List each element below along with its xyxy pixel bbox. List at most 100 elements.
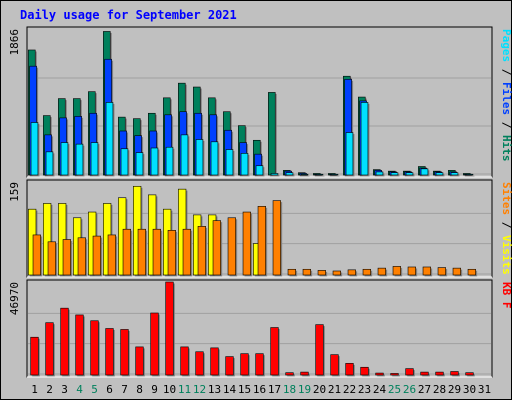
- bar-sites-day-9-fill: [152, 228, 161, 276]
- bar-sites-day-30-fill: [467, 268, 476, 276]
- bar-pages-day-28-shadow: [437, 174, 445, 177]
- bar-sites-day-20-fill: [317, 270, 326, 276]
- bar-sites-day-10: [167, 230, 178, 277]
- legend-item: /: [500, 215, 512, 235]
- bar-sites-day-5-fill: [92, 235, 101, 276]
- bar-kb-f-day-13: [210, 347, 220, 377]
- bar-sites-day-21-fill: [332, 270, 341, 276]
- bar-kb-f-day-29: [450, 371, 460, 377]
- bar-pages-day-5: [90, 142, 100, 177]
- bar-kb-f-day-9-fill: [150, 312, 159, 376]
- bar-sites-day-28-fill: [437, 267, 446, 276]
- bar-kb-f-day-25-fill: [390, 373, 399, 376]
- bar-pages-day-19: [300, 173, 310, 177]
- bar-kb-f-day-1: [30, 336, 40, 377]
- bar-pages-day-17-shadow: [272, 174, 280, 177]
- bar-visits-day-2: [43, 203, 53, 277]
- bar-pages-day-16-fill: [255, 165, 264, 176]
- bar-sites-day-19-fill: [302, 268, 311, 276]
- bar-pages-day-22: [345, 132, 355, 177]
- x-tick-label: 25: [388, 383, 401, 396]
- x-tick-label: 6: [106, 383, 113, 396]
- bar-kb-f-day-23-fill: [360, 366, 369, 376]
- bar-kb-f-day-16: [255, 353, 265, 377]
- bar-kb-f-day-9: [150, 312, 160, 377]
- x-tick-label: 8: [136, 383, 143, 396]
- bar-kb-f-day-11-fill: [180, 346, 189, 376]
- bar-kb-f-day-22: [345, 363, 355, 377]
- x-axis-labels: 1 2 3 4 5 6 7 8 9 10 11 12 13 14 15 16 17 18 19 20 21 22 23 24 2…: [31, 383, 491, 396]
- bar-pages-day-20-shadow: [317, 175, 325, 177]
- bar-pages-day-2-fill: [45, 151, 54, 176]
- bar-sites-day-30: [467, 268, 478, 277]
- legend-item: Visits: [500, 235, 512, 275]
- bar-kb-f-day-3: [60, 307, 70, 377]
- bar-pages-day-6: [105, 102, 115, 177]
- bar-pages-day-28: [435, 172, 445, 177]
- bar-kb-f-day-7: [120, 329, 130, 377]
- bar-sites-day-18: [287, 268, 298, 277]
- bar-kb-f-day-19: [300, 371, 310, 377]
- bar-pages-day-22-fill: [345, 132, 354, 176]
- x-tick-label: 21: [328, 383, 341, 396]
- bar-pages-day-1-fill: [30, 122, 39, 176]
- x-tick-label: 29: [448, 383, 461, 396]
- bar-pages-day-20-fill: [315, 173, 324, 176]
- legend-item: Files: [500, 82, 512, 115]
- bar-sites-day-29-fill: [452, 267, 461, 276]
- bar-pages-day-21-shadow: [332, 175, 340, 177]
- bar-sites-day-6: [107, 234, 118, 277]
- bar-pages-day-4: [75, 143, 85, 177]
- bar-kb-f-day-18-shadow: [287, 374, 295, 377]
- bar-sites-day-12-fill: [197, 226, 206, 276]
- bar-kb-f-day-25-shadow: [392, 374, 400, 377]
- bar-pages-day-7: [120, 148, 130, 177]
- bar-kb-f-day-25: [390, 373, 400, 377]
- bar-kb-f-day-15: [240, 353, 250, 377]
- bar-pages-day-24-fill: [375, 171, 384, 176]
- x-tick-label: 15: [238, 383, 251, 396]
- bar-pages-day-8: [135, 152, 145, 177]
- bar-pages-day-19-fill: [300, 173, 309, 176]
- bar-pages-day-3-fill: [60, 142, 69, 176]
- bar-kb-f-day-26-fill: [405, 368, 414, 376]
- legend-item: Hits: [500, 135, 512, 162]
- bar-sites-day-28: [437, 267, 448, 277]
- bar-pages-day-5-fill: [90, 142, 99, 176]
- x-tick-label: 18: [283, 383, 296, 396]
- bar-pages-day-19-shadow: [302, 175, 310, 177]
- bar-sites-day-20: [317, 270, 328, 277]
- x-tick-label: 12: [193, 383, 206, 396]
- legend-text: KB F: [500, 282, 512, 309]
- x-tick-label: 9: [151, 383, 158, 396]
- bar-pages-day-12-fill: [195, 139, 204, 176]
- bar-pages-day-17-fill: [270, 173, 279, 176]
- bar-kb-f-day-23: [360, 366, 370, 377]
- bar-kb-f-day-20: [315, 324, 325, 377]
- bar-pages-day-6-fill: [105, 102, 114, 176]
- bar-kb-f-day-21: [330, 354, 340, 377]
- x-tick-label: 19: [298, 383, 311, 396]
- bar-sites-day-14: [227, 217, 238, 277]
- legend-item: /: [500, 62, 512, 82]
- bar-sites-day-24: [377, 267, 388, 277]
- bar-pages-day-27-fill: [420, 168, 429, 176]
- legend-item: KB F: [500, 282, 512, 309]
- bar-sites-day-24-fill: [377, 267, 386, 276]
- x-tick-label: 30: [463, 383, 476, 396]
- x-tick-label: 17: [268, 383, 281, 396]
- bar-sites-day-10-fill: [167, 230, 176, 276]
- bar-kb-f-day-17: [270, 327, 280, 377]
- bar-kb-f-day-3-fill: [60, 307, 69, 376]
- bar-kb-f-day-8: [135, 346, 145, 377]
- bar-pages-day-30: [465, 173, 475, 177]
- bar-pages-day-4-fill: [75, 143, 84, 176]
- bar-pages-day-26: [405, 172, 415, 177]
- bar-kb-f-day-16-fill: [255, 353, 264, 376]
- bar-pages-day-30-shadow: [467, 175, 475, 177]
- bar-pages-day-20: [315, 173, 325, 177]
- bar-pages-day-23-fill: [360, 102, 369, 176]
- bar-pages-day-21: [330, 173, 340, 177]
- bar-kb-f-day-14: [225, 356, 235, 377]
